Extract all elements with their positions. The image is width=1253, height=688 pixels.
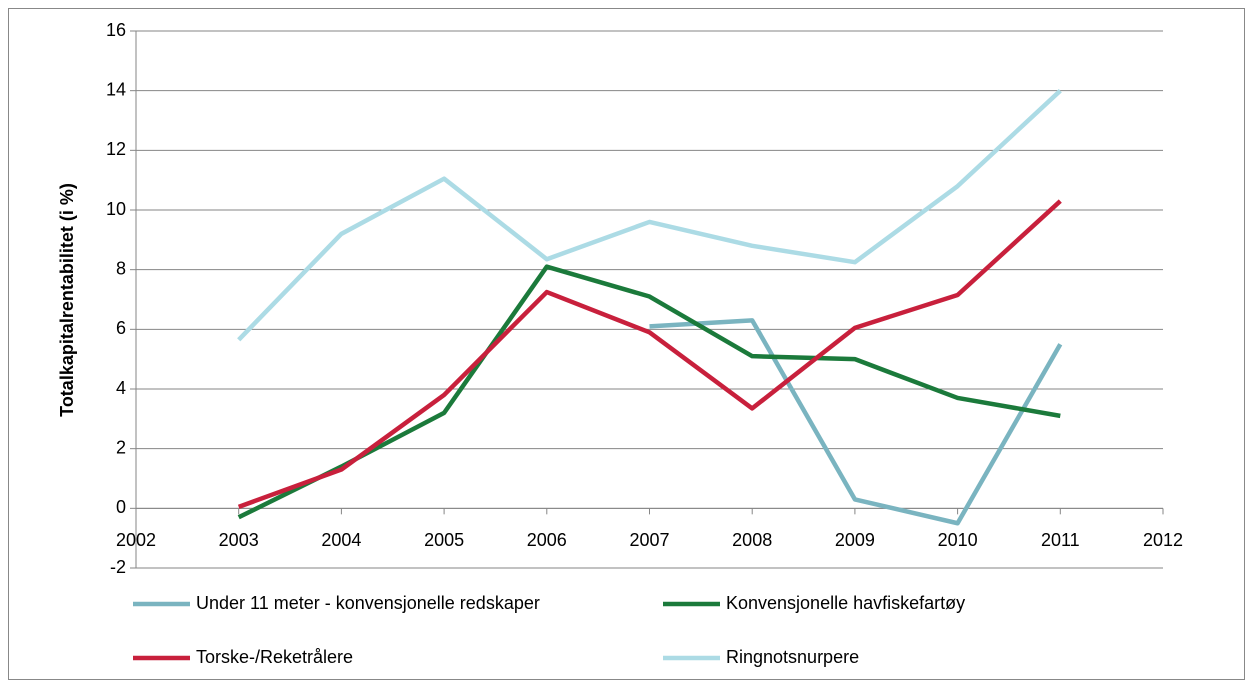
x-tick-label: 2002 <box>116 530 156 550</box>
series-line <box>237 264 1061 520</box>
series-line <box>237 89 1062 342</box>
x-tick-label: 2008 <box>732 530 772 550</box>
x-tick-label: 2003 <box>219 530 259 550</box>
x-tick-label: 2006 <box>527 530 567 550</box>
y-tick-label: 2 <box>116 437 126 457</box>
y-tick-label: 8 <box>116 258 126 278</box>
y-tick-label: 4 <box>116 378 126 398</box>
legend-label: Torske-/Reketrålere <box>196 647 353 667</box>
y-tick-label: -2 <box>110 557 126 577</box>
y-tick-label: 16 <box>106 20 126 40</box>
y-tick-label: 12 <box>106 139 126 159</box>
x-tick-label: 2007 <box>629 530 669 550</box>
series-line <box>649 318 1063 526</box>
y-tick-label: 10 <box>106 199 126 219</box>
x-tick-label: 2009 <box>835 530 875 550</box>
x-tick-label: 2010 <box>938 530 978 550</box>
legend-label: Ringnotsnurpere <box>726 647 859 667</box>
series-line <box>237 199 1062 509</box>
x-tick-label: 2004 <box>321 530 361 550</box>
x-tick-label: 2011 <box>1041 530 1080 550</box>
y-tick-label: 6 <box>116 318 126 338</box>
x-tick-label: 2005 <box>424 530 464 550</box>
legend-label: Konvensjonelle havfiskefartøy <box>726 593 965 613</box>
y-tick-label: 14 <box>106 79 126 99</box>
y-tick-label: 0 <box>116 497 126 517</box>
x-tick-label: 2012 <box>1143 530 1183 550</box>
y-axis-label: Totalkapitalrentabilitet (i %) <box>57 183 77 417</box>
legend-label: Under 11 meter - konvensjonelle redskape… <box>196 593 540 613</box>
